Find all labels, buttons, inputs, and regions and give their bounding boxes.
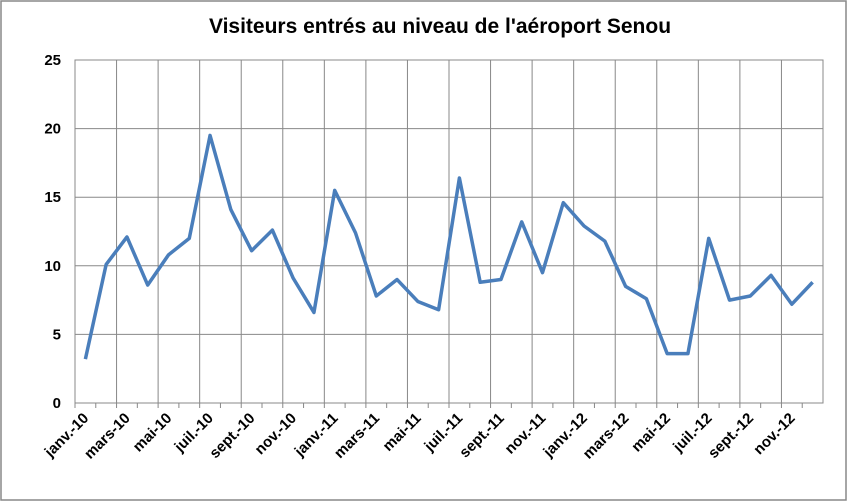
chart-title: Visiteurs entrés au niveau de l'aéroport… <box>209 15 671 38</box>
y-tick-label: 20 <box>44 121 61 138</box>
y-tick-label: 25 <box>44 52 61 69</box>
y-tick-label: 0 <box>53 395 61 412</box>
y-tick-label: 15 <box>44 189 61 206</box>
y-tick-label: 10 <box>44 258 61 275</box>
line-series <box>83 133 814 360</box>
y-tick-label: 5 <box>53 326 61 343</box>
